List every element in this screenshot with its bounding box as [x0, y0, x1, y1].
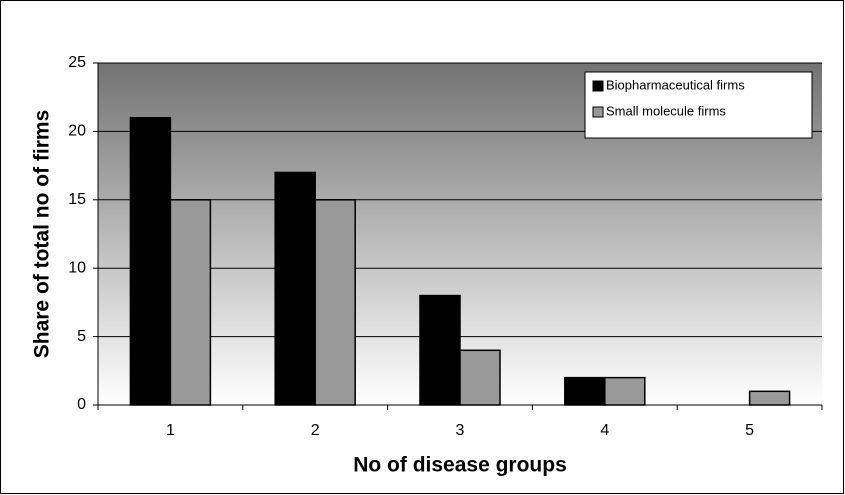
y-tick-label: 15	[68, 191, 86, 208]
bar	[274, 171, 316, 406]
x-tick-label: 1	[166, 422, 175, 439]
y-tick-label: 10	[68, 259, 86, 276]
legend-swatch	[592, 80, 604, 92]
y-tick-label: 20	[68, 123, 86, 140]
y-axis-title: Share of total no of firms	[31, 110, 54, 359]
bar	[459, 349, 501, 406]
x-tick-label: 3	[456, 422, 465, 439]
legend-swatch	[592, 106, 604, 118]
y-tick-label: 25	[68, 54, 86, 71]
bar	[129, 116, 172, 406]
legend-label: Small molecule firms	[606, 103, 726, 118]
x-tick-label: 2	[311, 422, 320, 439]
x-axis-title: No of disease groups	[353, 454, 567, 477]
bar	[564, 376, 606, 406]
bar	[169, 199, 212, 406]
y-tick-label: 5	[77, 328, 86, 345]
bar	[748, 390, 791, 406]
y-tick-label: 0	[77, 396, 86, 413]
bar	[604, 376, 646, 406]
x-tick-label: 4	[600, 422, 609, 439]
bar	[419, 294, 461, 406]
bar	[314, 199, 356, 406]
x-tick-label: 5	[745, 422, 754, 439]
legend-box	[584, 71, 813, 139]
legend-label: Biopharmaceutical firms	[606, 77, 745, 92]
